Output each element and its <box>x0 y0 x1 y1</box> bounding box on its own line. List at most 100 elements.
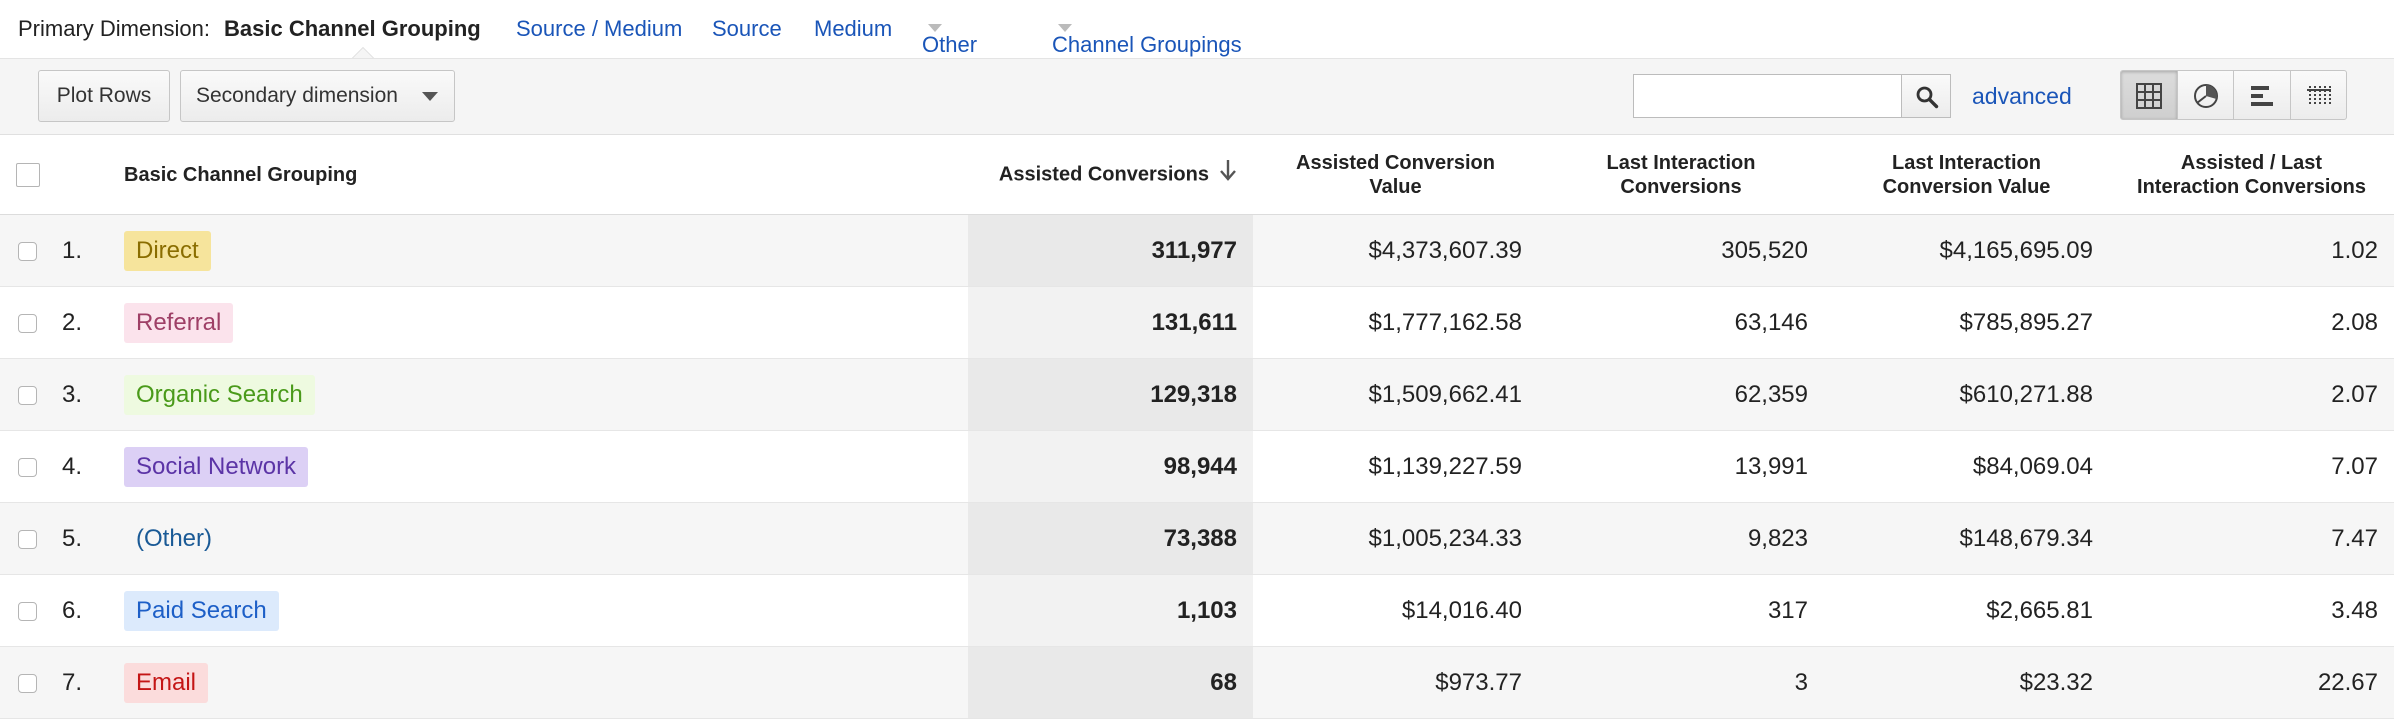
row-index-cell: 2. <box>62 286 124 359</box>
dimension-link-source-medium[interactable]: Source / Medium <box>516 16 683 41</box>
pie-view-icon <box>2193 84 2218 108</box>
row-index-cell: 6. <box>62 574 124 647</box>
row-index: 7. <box>62 668 83 696</box>
row-index: 1. <box>62 236 83 264</box>
search-button[interactable] <box>1901 74 1951 118</box>
assisted-conversion-value-cell: $1,005,234.33 <box>1253 502 1538 575</box>
dimension-link-medium[interactable]: Medium <box>814 16 893 41</box>
assisted-conversion-value-cell: $14,016.40 <box>1253 574 1538 647</box>
last-interaction-conversions-cell: 62,359 <box>1538 358 1824 431</box>
dimension-dropdown-channel-groupings[interactable]: Channel Groupings <box>1052 16 1242 57</box>
last-interaction-conversions-cell: 9,823 <box>1538 502 1824 575</box>
table-row: 1. Direct 311,977 $4,373,607.39 305,520 $4,16… <box>0 214 2394 287</box>
assisted-last-ratio-cell: 7.07 <box>2109 430 2394 503</box>
dimension-dropdown-other-label: Other <box>922 32 978 57</box>
row-index: 5. <box>62 524 83 552</box>
row-select-cell <box>0 646 62 719</box>
channel-link[interactable]: Paid Search <box>124 590 279 631</box>
assisted-last-ratio-cell: 1.02 <box>2109 214 2394 287</box>
assisted-last-ratio-cell: 22.67 <box>2109 646 2394 719</box>
channel-link[interactable]: Email <box>124 662 209 703</box>
channel-link[interactable]: Social Network <box>124 446 309 487</box>
data-table: Basic Channel Grouping Assisted Conversi… <box>0 135 2394 719</box>
channel-link[interactable]: Organic Search <box>124 374 315 415</box>
assisted-last-ratio-header-line2: Interaction Conversions <box>2137 175 2366 198</box>
assisted-conversion-value-cell: $1,139,227.59 <box>1253 430 1538 503</box>
chevron-down-icon <box>422 92 438 101</box>
report-toolbar: Plot Rows Secondary dimension advanced <box>0 59 2394 135</box>
dimension-dropdown-other[interactable]: Other <box>922 16 977 57</box>
row-checkbox[interactable] <box>18 457 37 477</box>
advanced-filter-link[interactable]: advanced <box>1972 83 2072 109</box>
assisted-conversions-cell: 129,318 <box>968 358 1253 431</box>
row-checkbox[interactable] <box>18 313 37 333</box>
assisted-conversions-cell: 68 <box>968 646 1253 719</box>
last-interaction-conversions-header[interactable]: Last Interaction Conversions <box>1538 135 1824 215</box>
row-index: 4. <box>62 452 83 480</box>
dimension-header[interactable]: Basic Channel Grouping <box>124 135 968 215</box>
assisted-conversions-cell: 1,103 <box>968 574 1253 647</box>
index-header <box>62 135 124 215</box>
last-interaction-value-header-line2: Conversion Value <box>1882 175 2051 198</box>
row-index-cell: 4. <box>62 430 124 503</box>
pie-view-button[interactable] <box>2178 71 2234 119</box>
row-select-cell <box>0 358 62 431</box>
sort-descending-icon <box>1220 159 1236 181</box>
last-interaction-value-cell: $23.32 <box>1824 646 2109 719</box>
row-channel-cell: Organic Search <box>124 358 968 431</box>
plot-rows-button[interactable]: Plot Rows <box>38 70 170 122</box>
last-interaction-value-cell: $610,271.88 <box>1824 358 2109 431</box>
table-body: 1. Direct 311,977 $4,373,607.39 305,520 $4,16… <box>0 214 2394 719</box>
assisted-last-ratio-header-line1: Assisted / Last <box>2180 151 2323 174</box>
table-view-button[interactable] <box>2121 71 2178 119</box>
assisted-conversions-header[interactable]: Assisted Conversions <box>968 135 1253 215</box>
primary-dimension-bar: Primary Dimension: Basic Channel Groupin… <box>0 0 2394 59</box>
dimension-link-source[interactable]: Source <box>712 16 782 41</box>
secondary-dimension-label: Secondary dimension <box>196 84 398 107</box>
assisted-conversion-value-header[interactable]: Assisted Conversion Value <box>1253 135 1538 215</box>
assisted-last-ratio-cell: 7.47 <box>2109 502 2394 575</box>
last-interaction-conversions-cell: 317 <box>1538 574 1824 647</box>
assisted-conversions-header-label: Assisted Conversions <box>998 162 1209 185</box>
channel-link[interactable]: (Other) <box>136 524 213 552</box>
row-channel-cell: Email <box>124 646 968 719</box>
assisted-conversions-cell: 98,944 <box>968 430 1253 503</box>
assisted-last-ratio-cell: 3.48 <box>2109 574 2394 647</box>
assisted-conversion-value-cell: $4,373,607.39 <box>1253 214 1538 287</box>
select-all-checkbox[interactable] <box>16 162 40 187</box>
row-select-cell <box>0 502 62 575</box>
row-index: 3. <box>62 380 83 408</box>
row-checkbox[interactable] <box>18 529 37 549</box>
assisted-last-ratio-cell: 2.07 <box>2109 358 2394 431</box>
comparison-view-icon <box>2306 86 2331 106</box>
last-interaction-value-cell: $84,069.04 <box>1824 430 2109 503</box>
table-row: 7. Email 68 $973.77 3 $23.32 22.67 <box>0 646 2394 719</box>
row-checkbox[interactable] <box>18 673 37 693</box>
channel-link[interactable]: Referral <box>124 302 234 343</box>
row-checkbox[interactable] <box>18 385 37 405</box>
row-channel-cell: Paid Search <box>124 574 968 647</box>
table-header-row: Basic Channel Grouping Assisted Conversi… <box>0 135 2394 215</box>
row-select-cell <box>0 214 62 287</box>
last-interaction-value-header[interactable]: Last Interaction Conversion Value <box>1824 135 2109 215</box>
row-index-cell: 1. <box>62 214 124 287</box>
secondary-dimension-dropdown[interactable]: Secondary dimension <box>180 70 455 122</box>
channel-link[interactable]: Direct <box>124 230 211 271</box>
table-row: 6. Paid Search 1,103 $14,016.40 317 $2,665.81… <box>0 574 2394 647</box>
row-checkbox[interactable] <box>18 601 37 621</box>
table-view-icon <box>2136 83 2162 109</box>
assisted-conversion-value-cell: $1,509,662.41 <box>1253 358 1538 431</box>
last-interaction-conversions-header-line2: Conversions <box>1620 175 1742 198</box>
last-interaction-conversions-cell: 13,991 <box>1538 430 1824 503</box>
row-select-cell <box>0 574 62 647</box>
row-index-cell: 3. <box>62 358 124 431</box>
bar-view-button[interactable] <box>2234 71 2291 119</box>
current-dimension-pointer <box>352 47 374 58</box>
comparison-view-button[interactable] <box>2291 71 2347 119</box>
row-checkbox[interactable] <box>18 241 37 261</box>
table-search-input[interactable] <box>1633 74 1901 118</box>
row-index-cell: 7. <box>62 646 124 719</box>
assisted-last-ratio-cell: 2.08 <box>2109 286 2394 359</box>
assisted-conversions-cell: 311,977 <box>968 214 1253 287</box>
assisted-last-ratio-header[interactable]: Assisted / Last Interaction Conversions <box>2109 135 2394 215</box>
